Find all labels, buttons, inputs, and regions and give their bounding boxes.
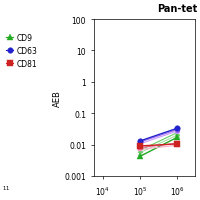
Text: $^{11}$: $^{11}$	[2, 185, 10, 194]
Y-axis label: AEB: AEB	[52, 90, 61, 106]
Text: Pan-tet: Pan-tet	[156, 4, 196, 14]
Legend: CD9, CD63, CD81: CD9, CD63, CD81	[6, 34, 37, 68]
